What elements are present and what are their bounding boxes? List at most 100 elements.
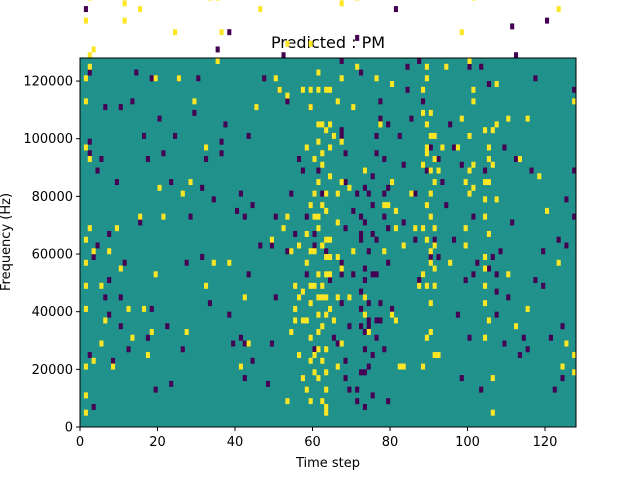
heatmap-cell-high: [320, 398, 325, 405]
heatmap-cell-low: [397, 132, 402, 139]
heatmap-cell-low: [289, 190, 294, 197]
heatmap-cell-low: [107, 311, 112, 318]
heatmap-cell-high: [328, 173, 333, 180]
heatmap-cell-low: [362, 328, 367, 335]
heatmap-cell-high: [401, 363, 406, 370]
x-tick-label: 40: [227, 435, 244, 450]
heatmap-cell-high: [339, 179, 344, 186]
heatmap-cell-high: [421, 225, 426, 232]
heatmap-cell-low: [339, 58, 344, 64]
x-tick-label: 80: [382, 435, 399, 450]
heatmap-cell-low: [436, 254, 441, 260]
heatmap-cell-low: [142, 132, 147, 139]
heatmap-cell-high: [289, 248, 294, 255]
heatmap-cell-high: [421, 109, 426, 116]
heatmap-cell-high: [432, 242, 437, 249]
heatmap-cell-low: [405, 86, 410, 93]
heatmap-cell-high: [328, 144, 333, 151]
heatmap-cell-high: [486, 179, 491, 186]
heatmap-cell-high: [324, 346, 329, 353]
heatmap-cell-high: [316, 346, 321, 353]
heatmap-cell-low: [467, 334, 472, 341]
heatmap-cell-low: [300, 167, 305, 174]
heatmap-cell-low: [382, 190, 387, 197]
heatmap-cell-low: [359, 69, 364, 76]
heatmap-cell-low: [285, 98, 290, 105]
heatmap-cell-high: [494, 196, 499, 203]
heatmap-cell-low: [374, 334, 379, 341]
heatmap-cell-low: [180, 346, 185, 353]
heatmap-cell-low: [541, 248, 546, 255]
heatmap-cell-low: [417, 277, 422, 284]
heatmap-cell-low: [440, 179, 445, 186]
heatmap-cell-low: [374, 236, 379, 243]
heatmap-cell-low: [347, 386, 352, 393]
heatmap-cell-low: [87, 69, 92, 76]
heatmap-cell-high: [486, 230, 491, 237]
heatmap-cell-high: [514, 323, 519, 330]
heatmap-cell-low: [370, 202, 375, 209]
heatmap-cell-low: [165, 323, 170, 330]
heatmap-cell-low: [339, 300, 344, 307]
heatmap-cell-low: [242, 340, 247, 347]
heatmap-cell-high: [293, 317, 298, 324]
heatmap-cell-low: [514, 52, 519, 59]
heatmap-cell-low: [444, 202, 449, 209]
heatmap-cell-low: [231, 340, 236, 347]
heatmap-cell-high: [324, 403, 329, 410]
heatmap-cell-low: [343, 225, 348, 232]
heatmap-cell-high: [355, 0, 360, 1]
heatmap-cell-high: [308, 40, 313, 47]
heatmap-cell-low: [405, 63, 410, 70]
heatmap-cell-high: [483, 265, 488, 272]
heatmap-cell-low: [130, 98, 135, 105]
heatmap-cell-high: [242, 294, 247, 301]
heatmap-cell-high: [320, 202, 325, 209]
heatmap-cell-high: [324, 127, 329, 134]
heatmap-cell-low: [87, 138, 92, 145]
heatmap-cell-low: [548, 334, 553, 341]
heatmap-cell-low: [250, 202, 255, 209]
heatmap-cell-high: [483, 213, 488, 220]
heatmap-cell-high: [122, 0, 127, 7]
heatmap-cell-low: [134, 69, 139, 76]
heatmap-cell-high: [424, 121, 429, 128]
heatmap-cell-low: [262, 75, 267, 82]
heatmap-cell-high: [490, 127, 495, 134]
heatmap-cell-high: [328, 236, 333, 243]
heatmap-cell-low: [293, 230, 298, 237]
heatmap-cell-low: [370, 392, 375, 399]
heatmap-cell-low: [374, 317, 379, 324]
heatmap-cell-high: [335, 98, 340, 105]
heatmap-cell-low: [91, 403, 96, 410]
heatmap-cell-high: [285, 40, 290, 47]
heatmap-cell-high: [335, 219, 340, 226]
heatmap-cell-low: [297, 156, 302, 162]
heatmap-cell-high: [467, 58, 472, 64]
heatmap-cell-high: [463, 242, 468, 249]
heatmap-cell-low: [506, 294, 511, 301]
heatmap-cell-high: [157, 184, 162, 191]
heatmap-cell-high: [401, 242, 406, 249]
heatmap-cell-high: [254, 104, 259, 111]
x-tick-label: 60: [304, 435, 321, 450]
heatmap-cell-high: [428, 248, 433, 255]
heatmap-cell-low: [401, 219, 406, 226]
heatmap-cell-high: [308, 398, 313, 405]
heatmap-cell-high: [83, 98, 88, 105]
heatmap-cell-high: [393, 207, 398, 214]
heatmap-cell-high: [308, 357, 313, 364]
heatmap-cell-low: [366, 300, 371, 307]
heatmap-cell-high: [351, 248, 356, 255]
heatmap-cell-low: [149, 305, 154, 312]
heatmap-cell-low: [359, 323, 364, 330]
heatmap-cell-high: [428, 109, 433, 116]
heatmap-cell-high: [362, 294, 367, 301]
heatmap-cell-high: [331, 132, 336, 139]
heatmap-cell-low: [428, 144, 433, 151]
x-tick-label: 100: [455, 435, 480, 450]
heatmap-cell-low: [242, 375, 247, 382]
heatmap-cell-low: [219, 138, 224, 145]
heatmap-cell-high: [393, 317, 398, 324]
